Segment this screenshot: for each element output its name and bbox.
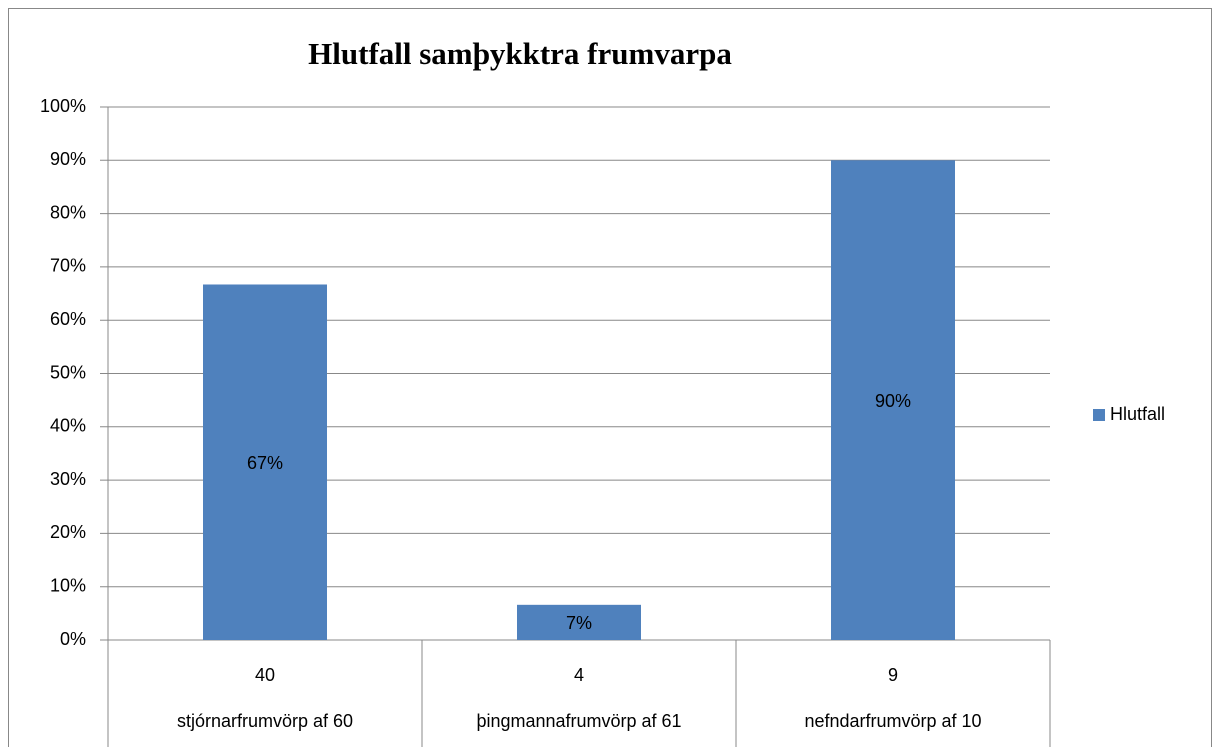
bar (831, 160, 955, 641)
y-tick-label: 60% (50, 309, 86, 329)
y-tick-label: 90% (50, 149, 86, 169)
x-tick-label: 4 (574, 665, 584, 685)
legend-label: Hlutfall (1110, 404, 1165, 424)
y-tick-label: 40% (50, 416, 86, 436)
chart-title: Hlutfall samþykktra frumvarpa (308, 36, 732, 71)
data-label: 7% (566, 613, 592, 633)
x-subcategory-label: þingmannafrumvörp af 61 (476, 711, 681, 731)
x-tick-label: 40 (255, 665, 275, 685)
y-tick-label: 20% (50, 522, 86, 542)
y-tick-label: 100% (40, 96, 86, 116)
y-tick-label: 80% (50, 202, 86, 222)
data-label: 67% (247, 453, 283, 473)
x-tick-label: 9 (888, 665, 898, 685)
x-subcategory-label: stjórnarfrumvörp af 60 (177, 711, 353, 731)
data-label: 90% (875, 391, 911, 411)
y-tick-label: 30% (50, 469, 86, 489)
bar (517, 604, 641, 640)
y-tick-label: 70% (50, 256, 86, 276)
y-tick-label: 50% (50, 362, 86, 382)
x-subcategory-label: nefndarfrumvörp af 10 (804, 711, 981, 731)
y-tick-label: 10% (50, 575, 86, 595)
bar (203, 284, 327, 640)
legend-swatch (1093, 409, 1105, 421)
y-tick-label: 0% (60, 629, 86, 649)
